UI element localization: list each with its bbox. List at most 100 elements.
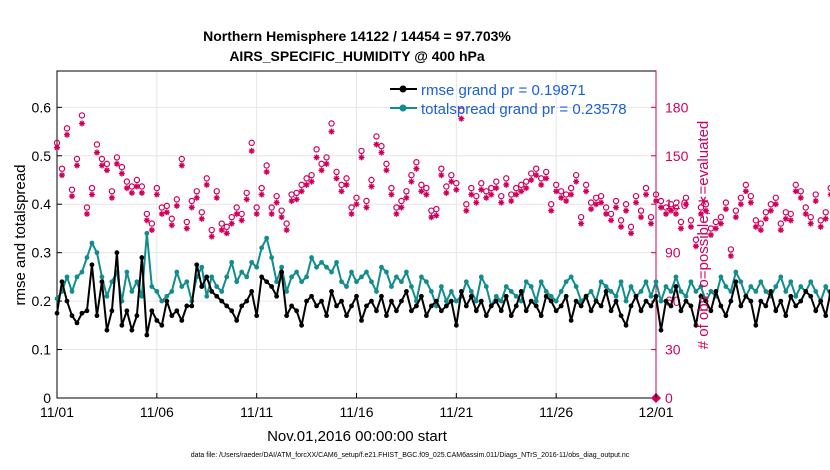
obs_evaluated-marker [68,193,75,200]
obs_possible-marker [388,184,395,192]
rmse-point [753,322,759,328]
obs_evaluated-marker [453,186,460,193]
totalspread-point [638,289,644,294]
y-tick-label: 0 [43,390,51,406]
rmse-point [369,298,374,304]
rmse-point [453,322,459,328]
obs_possible-marker [667,201,675,208]
totalspread-point [319,259,324,265]
totalspread-point [214,284,220,289]
series-obs_possible [53,107,830,253]
totalspread-point [174,269,180,275]
totalspread-point [708,289,714,294]
obs_evaluated-marker [93,149,100,156]
rmse-point [513,303,519,309]
obs_evaluated-marker [243,196,250,203]
obs_evaluated-marker [702,207,709,214]
y-axis-label: rmse and totalspread [12,165,29,306]
obs_evaluated-marker [263,168,270,175]
rmse-point [518,289,524,294]
obs_possible-marker [438,165,445,172]
obs_possible-marker [258,184,265,192]
obs_evaluated-marker [618,223,625,230]
obs_possible-marker [133,176,141,184]
rmse-point [389,298,394,304]
rmse-point [184,303,190,309]
totalspread-point [74,274,80,280]
totalspread-point [588,289,594,294]
totalspread-point [244,274,250,280]
obs_possible-marker [293,189,300,197]
obs_possible-marker [498,192,505,200]
obs_possible-marker [278,207,285,214]
obs_possible-marker [652,191,660,198]
obs_evaluated-marker [418,188,425,195]
y-right-tick-label: 30 [665,342,681,358]
obs_evaluated-marker [313,154,320,161]
rmse-point [798,298,804,304]
rmse-point [139,255,145,260]
obs_possible-marker [373,133,380,140]
rmse-point [608,308,614,314]
obs_evaluated-marker [538,181,545,188]
totalspread-point [389,284,394,289]
totalspread-point [304,274,309,280]
obs_evaluated-marker [623,207,630,214]
obs_possible-marker [338,181,345,189]
obs_evaluated-marker [283,227,290,234]
rmse-point [623,322,629,328]
y-right-tick-label: 180 [665,99,689,115]
obs_possible-marker [677,218,685,226]
totalspread-point [573,284,579,289]
totalspread-point [139,293,145,299]
obs_possible-marker [353,194,360,201]
obs_evaluated-marker [667,207,674,214]
obs_evaluated-marker [722,206,729,213]
x-tick-label: 11/26 [539,404,573,420]
obs_evaluated-marker [742,188,749,195]
rmse-point [84,308,90,314]
obs_evaluated-marker [458,115,465,122]
totalspread-point [603,284,609,289]
totalspread-point [758,279,764,285]
totalspread-point [683,293,689,299]
rmse-point [199,284,205,289]
obs_possible-marker [208,226,215,234]
obs_evaluated-marker [343,181,350,188]
rmse-point [738,303,744,309]
obs_evaluated-marker [323,160,330,167]
rmse-point [159,322,165,328]
totalspread-point [483,284,489,289]
totalspread-point [404,269,409,275]
totalspread-point [164,293,170,299]
legend-totalspread-marker [399,104,407,112]
obs_possible-marker [488,184,495,192]
obs_possible-marker [602,204,610,211]
rmse-point [618,313,624,319]
obs_evaluated-marker [273,199,280,206]
obs_possible-marker [163,202,171,210]
obs_possible-marker [697,204,705,211]
obs_evaluated-marker [543,175,550,182]
totalspread-point [219,289,225,294]
rmse-point [144,332,150,338]
rmse-point [588,308,594,314]
totalspread-point [598,279,604,285]
obs_possible-marker [78,112,86,119]
obs_evaluated-marker [747,199,754,206]
rmse-point [493,298,499,304]
rmse-point [763,303,769,309]
obs_evaluated-marker [648,220,655,227]
rmse-point [643,298,649,304]
obs_possible-marker [73,155,81,163]
obs_possible-marker [503,175,510,182]
obs_evaluated-marker [388,191,395,198]
obs_possible-marker [333,168,340,176]
totalspread-point [658,298,664,304]
obs_possible-marker [448,171,455,179]
obs_evaluated-marker [533,172,540,179]
obs_evaluated-marker [558,194,565,201]
totalspread-point [339,279,344,285]
obs_possible-marker [213,188,220,195]
rmse-point [578,303,584,309]
